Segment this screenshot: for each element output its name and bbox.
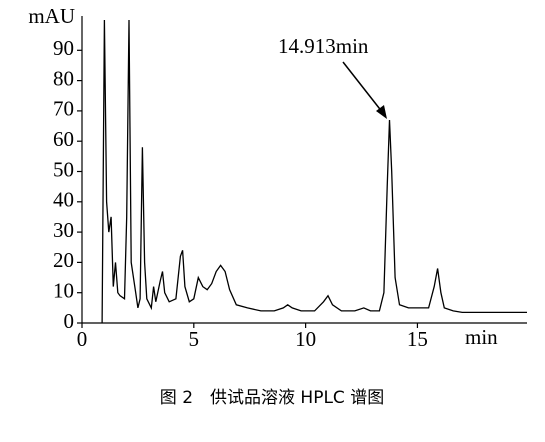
y-tick-label: 0 — [64, 309, 75, 333]
y-tick-label: 90 — [53, 36, 74, 60]
x-axis-label: min — [465, 325, 498, 349]
caption: 图 2 供试品溶液 HPLC 谱图 — [160, 388, 384, 408]
y-tick-label: 20 — [53, 248, 74, 272]
y-axis-label: mAU — [28, 4, 75, 28]
x-tick-label: 0 — [77, 327, 88, 351]
y-tick-label: 80 — [53, 66, 74, 90]
annotation: 14.913min — [278, 34, 369, 58]
y-tick-label: 50 — [53, 157, 74, 181]
y-tick-label: 30 — [53, 218, 74, 242]
y-tick-label: 70 — [53, 97, 74, 121]
y-tick-label: 10 — [53, 279, 74, 303]
y-tick-label: 60 — [53, 127, 74, 151]
annotation-arrow — [342, 61, 384, 114]
chromatogram-line — [101, 19, 527, 324]
x-tick-label: 15 — [407, 327, 428, 351]
x-tick-label: 5 — [189, 327, 200, 351]
y-tick-label: 40 — [53, 188, 74, 212]
x-tick-label: 10 — [295, 327, 316, 351]
arrow-head — [376, 105, 387, 119]
